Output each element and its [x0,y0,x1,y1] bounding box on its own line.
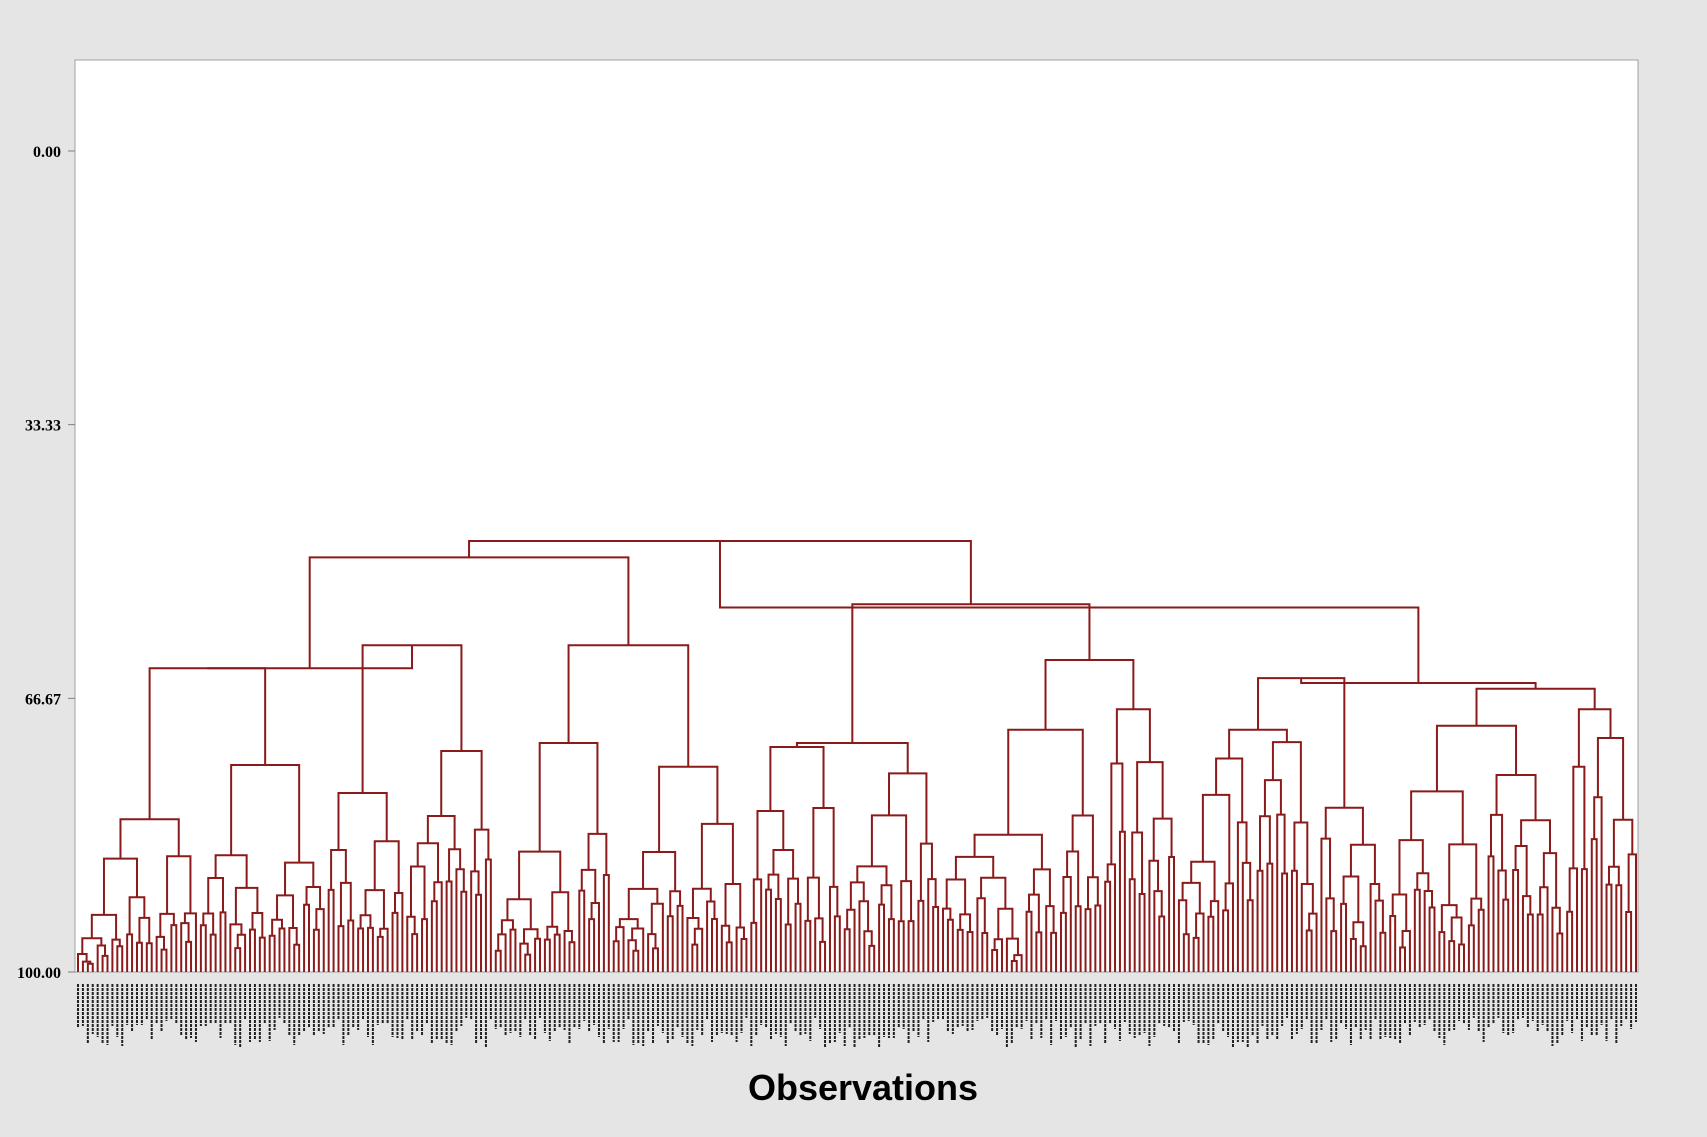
y-axis: 0.00 33.33 66.67 100.00 [17,144,75,982]
plot-area [74,59,1639,973]
leaf-labels [77,984,1637,1047]
dendrogram-link [718,540,1420,684]
y-tick-label: 100.00 [17,965,61,982]
x-axis-title: Observations [748,1067,978,1108]
dendrogram-links [77,539,1637,972]
y-tick-label: 33.33 [25,418,61,435]
y-tick-label: 66.67 [25,691,61,708]
y-tick-label: 0.00 [33,144,61,161]
dendrogram-link [207,645,414,670]
